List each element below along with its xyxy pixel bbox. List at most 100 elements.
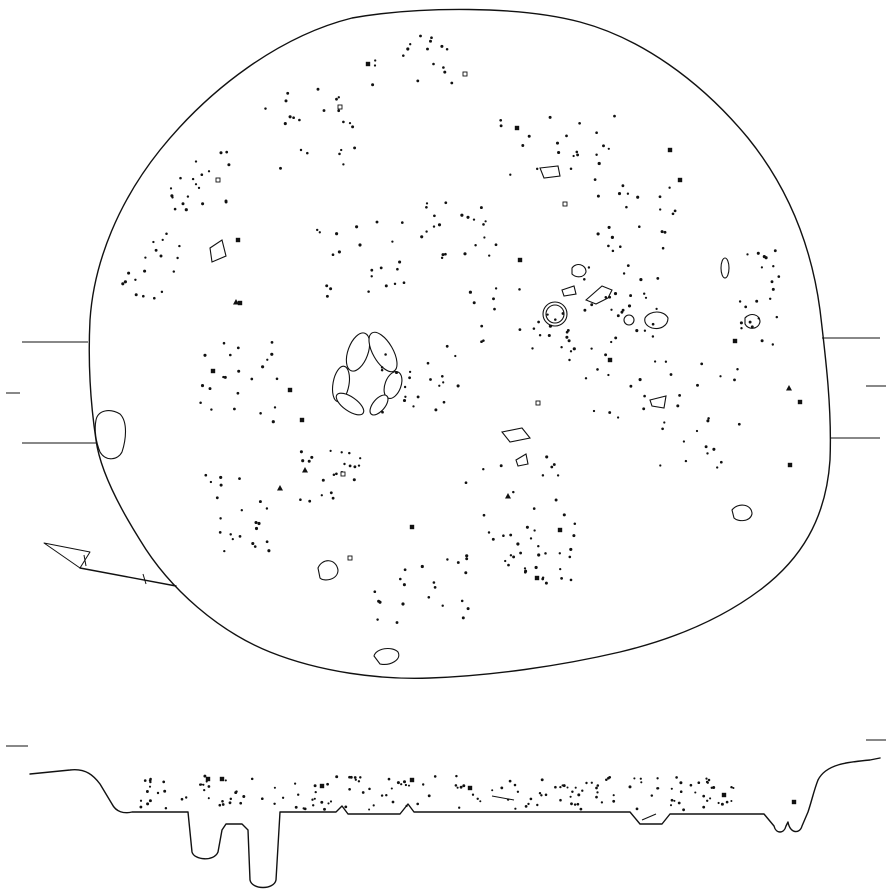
find-dot (479, 206, 483, 210)
section-find-dot (164, 806, 168, 810)
find-dot (376, 618, 379, 621)
section-find-dot (612, 794, 615, 797)
find-dot (456, 561, 460, 564)
find-dot (178, 244, 181, 248)
section-find-dot (635, 807, 639, 811)
section-find-dot (207, 797, 210, 800)
section-find-dot (385, 793, 388, 797)
find-dot (611, 249, 615, 253)
find-dot (678, 394, 681, 397)
section-find-dot (353, 776, 357, 779)
find-filled-square (607, 357, 613, 363)
find-dot (656, 276, 660, 280)
section-find-dot (403, 780, 406, 784)
find-dot (321, 478, 325, 482)
section-find-dot (679, 790, 683, 793)
section-find-dot (706, 781, 709, 784)
section-find-dot (679, 781, 683, 785)
section-find-dot (203, 788, 206, 792)
section-find-dot (566, 786, 569, 789)
find-dot (669, 373, 673, 376)
find-dot (370, 268, 374, 272)
find-dot (757, 317, 760, 320)
find-dot (301, 459, 305, 463)
find-dot (487, 531, 491, 534)
find-dot (557, 150, 561, 155)
find-dot (537, 544, 540, 548)
section-find-dot (199, 783, 202, 786)
find-dot (266, 358, 269, 361)
find-dot (152, 240, 155, 244)
find-dot (208, 387, 212, 391)
finds-filled-squares (210, 61, 803, 581)
find-dot (270, 341, 274, 344)
section-find-dot (400, 783, 403, 786)
find-dot (391, 240, 394, 243)
find-dot (695, 429, 699, 433)
section-find-dot (387, 777, 391, 781)
find-dot (499, 464, 503, 468)
find-dot (548, 115, 552, 119)
find-dot (340, 148, 343, 152)
section-find-dot (221, 800, 224, 803)
find-dot (616, 314, 620, 318)
find-dot (254, 520, 258, 525)
find-dot (170, 194, 174, 198)
find-dot (169, 187, 173, 190)
find-dot (651, 322, 655, 326)
find-dot (401, 602, 405, 606)
find-dot (378, 600, 382, 604)
find-dot (253, 545, 257, 548)
find-dot (771, 287, 775, 291)
find-dot (219, 517, 222, 520)
section-find-dot (633, 777, 636, 780)
section-find-dot (313, 797, 316, 800)
find-dot (395, 371, 398, 375)
section-find-dot (471, 793, 475, 796)
find-dot (499, 118, 503, 122)
find-dot (425, 205, 428, 209)
section-find-dot (730, 799, 733, 803)
find-dot (352, 478, 356, 482)
find-dot (559, 567, 562, 571)
find-dot (284, 99, 288, 103)
section-find-dot (462, 784, 466, 788)
section-find-dot (544, 793, 548, 797)
reference-lines-left (6, 341, 100, 747)
find-dot (222, 375, 225, 379)
find-dot (483, 236, 486, 239)
find-dot (756, 251, 760, 255)
find-dot (733, 378, 736, 382)
find-dot (755, 299, 759, 303)
find-dot (419, 34, 422, 38)
section-find-dot (569, 795, 572, 798)
stone-west (94, 410, 127, 460)
section-find-dot (143, 779, 147, 782)
section-find-dot (656, 777, 659, 780)
section-find-dot (596, 791, 599, 794)
section-find-dot (559, 785, 562, 789)
find-dot (420, 564, 424, 569)
find-dot (607, 147, 610, 150)
find-triangle (302, 467, 308, 473)
find-dot (450, 81, 454, 85)
find-dot (533, 529, 536, 532)
find-dot (329, 491, 333, 495)
section-find-dot (600, 801, 604, 804)
section-find-square (791, 799, 797, 805)
section-find-dot (670, 787, 673, 790)
section-find-dot (314, 790, 317, 794)
section-find-dot (697, 781, 701, 785)
find-dot (509, 173, 512, 176)
find-triangle (786, 385, 792, 391)
find-open-square (340, 471, 346, 477)
section-find-dot (607, 776, 610, 780)
find-dot (527, 134, 531, 138)
find-dot (538, 333, 542, 337)
section-find-dot (416, 802, 420, 806)
section-find-dot (508, 779, 512, 783)
find-dot (610, 308, 613, 311)
find-dot (433, 214, 436, 218)
find-dot (592, 409, 596, 413)
find-dot (472, 218, 476, 221)
